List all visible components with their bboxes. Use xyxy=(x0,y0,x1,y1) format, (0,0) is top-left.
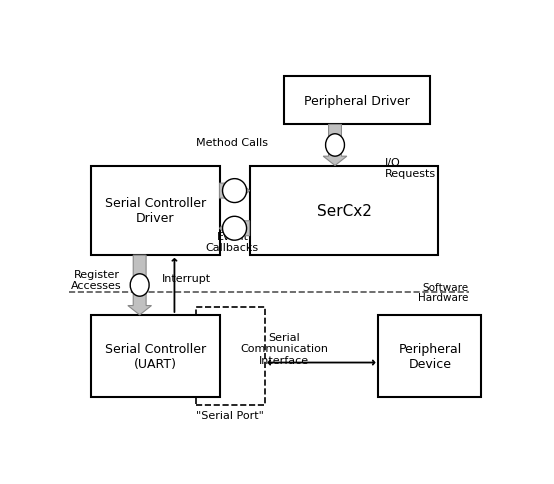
Polygon shape xyxy=(219,217,249,241)
Polygon shape xyxy=(219,179,249,203)
Text: Serial Controller
(UART): Serial Controller (UART) xyxy=(105,342,206,370)
Text: Hardware: Hardware xyxy=(418,292,469,302)
Ellipse shape xyxy=(326,135,345,157)
Text: Serial Controller
Driver: Serial Controller Driver xyxy=(105,197,206,225)
Text: Software: Software xyxy=(422,282,469,292)
Bar xyxy=(378,315,481,397)
Bar xyxy=(91,315,219,397)
Bar xyxy=(284,77,430,125)
Bar xyxy=(91,166,219,256)
Bar xyxy=(249,166,439,256)
Text: Register
Accesses: Register Accesses xyxy=(71,269,122,290)
Text: Interrupt: Interrupt xyxy=(162,274,211,284)
Ellipse shape xyxy=(130,274,149,297)
Polygon shape xyxy=(323,125,347,166)
Ellipse shape xyxy=(223,179,247,203)
Ellipse shape xyxy=(223,217,247,241)
Text: SerCx2: SerCx2 xyxy=(316,203,372,218)
Text: "Serial Port": "Serial Port" xyxy=(196,410,264,420)
Text: I/O
Requests: I/O Requests xyxy=(385,157,436,179)
Text: Method Calls: Method Calls xyxy=(197,137,268,148)
Text: Event
Callbacks: Event Callbacks xyxy=(206,231,259,253)
Text: Peripheral Driver: Peripheral Driver xyxy=(304,94,410,107)
Text: Peripheral
Device: Peripheral Device xyxy=(398,342,461,370)
Bar xyxy=(196,308,265,405)
Polygon shape xyxy=(128,256,151,315)
Text: Serial
Communication
Interface: Serial Communication Interface xyxy=(240,332,328,365)
